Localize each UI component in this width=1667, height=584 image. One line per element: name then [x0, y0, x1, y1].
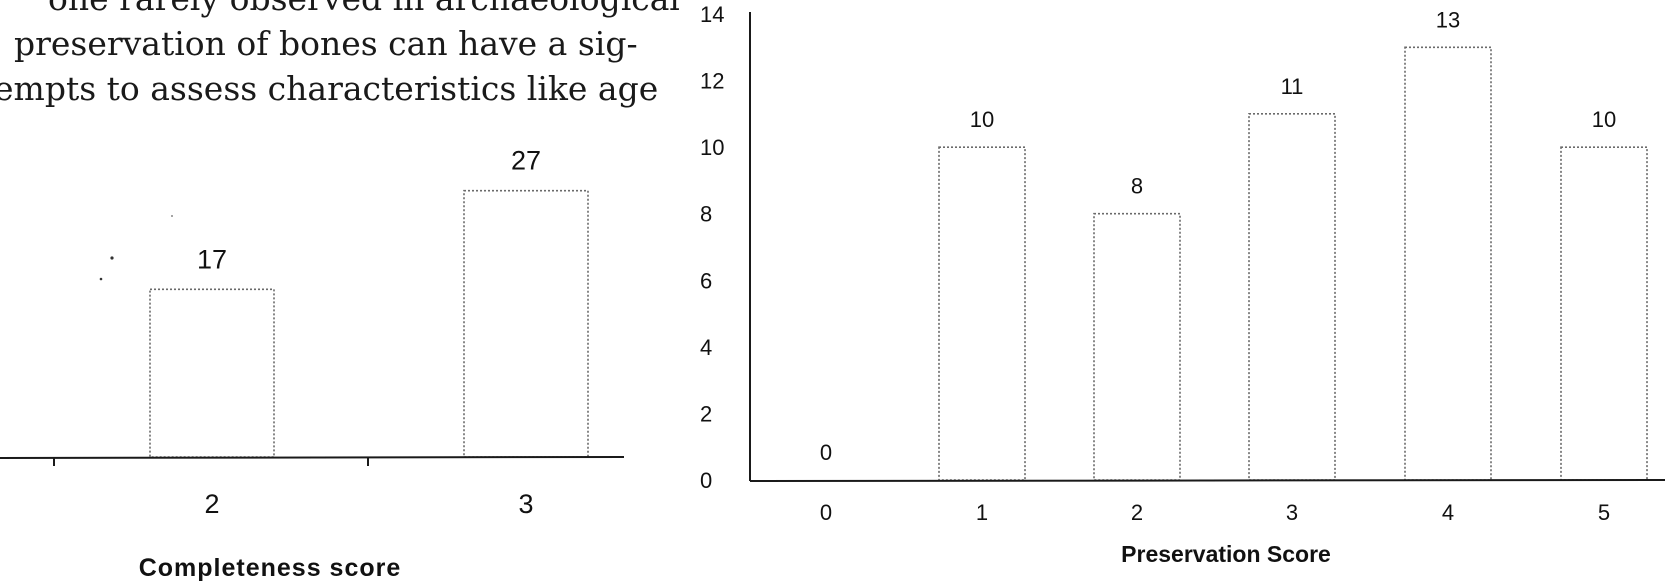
preservation-y-tick-label-0: 0: [700, 468, 712, 493]
completeness-x-tick-label-2: 2: [204, 489, 219, 519]
preservation-x-tick-label-1: 1: [976, 500, 988, 525]
completeness-data-label-3: 27: [511, 146, 541, 176]
preservation-y-tick-label-8: 8: [700, 202, 712, 227]
text-line-3: empts to assess characteristics like age: [0, 69, 658, 108]
preservation-x-tick-label-2: 2: [1131, 500, 1143, 525]
preservation-x-tick-label-3: 3: [1286, 500, 1298, 525]
completeness-x-tick-label-3: 3: [518, 489, 533, 519]
preservation-x-axis: [749, 479, 1666, 482]
preservation-data-label-5: 10: [1592, 107, 1616, 132]
preservation-data-label-0: 0: [820, 440, 832, 465]
completeness-bar-2: [149, 288, 275, 458]
text-line-1: one rarely observed in archaeological: [48, 0, 680, 18]
preservation-bar-4: [1404, 46, 1492, 481]
body-text-fragment: one rarely observed in archaeological pr…: [0, 0, 680, 108]
preservation-y-tick-labels: 0 2 4 6 8 10 12 14: [700, 2, 724, 493]
preservation-data-label-2: 8: [1131, 174, 1143, 199]
preservation-data-label-3: 11: [1281, 74, 1304, 99]
preservation-data-label-1: 10: [970, 107, 994, 132]
completeness-bars: [149, 189, 589, 458]
scan-speck: [171, 215, 173, 217]
preservation-y-tick-label-2: 2: [700, 401, 712, 426]
completeness-x-axis-title: Completeness score: [139, 554, 402, 582]
preservation-bars: [938, 46, 1648, 481]
preservation-bar-3: [1248, 113, 1336, 481]
scan-speck: [99, 277, 103, 281]
scan-specks: [99, 215, 173, 281]
preservation-x-tick-label-0: 0: [820, 500, 832, 525]
preservation-x-axis-title: Preservation Score: [1121, 541, 1331, 567]
preservation-y-tick-label-12: 12: [700, 69, 724, 94]
preservation-bar-5: [1560, 146, 1648, 481]
completeness-x-ticks: [53, 457, 369, 466]
completeness-data-label-2: 17: [197, 244, 227, 274]
preservation-y-tick-label-6: 6: [700, 268, 712, 293]
preservation-x-tick-label-5: 5: [1598, 500, 1610, 525]
completeness-x-axis: [0, 456, 625, 459]
preservation-y-tick-label-14: 14: [700, 2, 724, 27]
preservation-bar-2: [1093, 212, 1181, 481]
preservation-data-label-4: 13: [1436, 7, 1460, 32]
text-line-2: preservation of bones can have a sig-: [14, 24, 638, 63]
preservation-x-tick-labels: 0 1 2 3 4 5: [820, 500, 1610, 525]
preservation-y-tick-label-4: 4: [700, 335, 712, 360]
preservation-y-tick-label-10: 10: [700, 135, 724, 160]
preservation-bar-1: [938, 146, 1026, 481]
preservation-data-labels: 0 10 8 11 13 10: [820, 7, 1616, 465]
preservation-x-tick-label-4: 4: [1442, 500, 1454, 525]
scan-speck: [110, 256, 114, 260]
completeness-bar-3: [463, 189, 589, 458]
